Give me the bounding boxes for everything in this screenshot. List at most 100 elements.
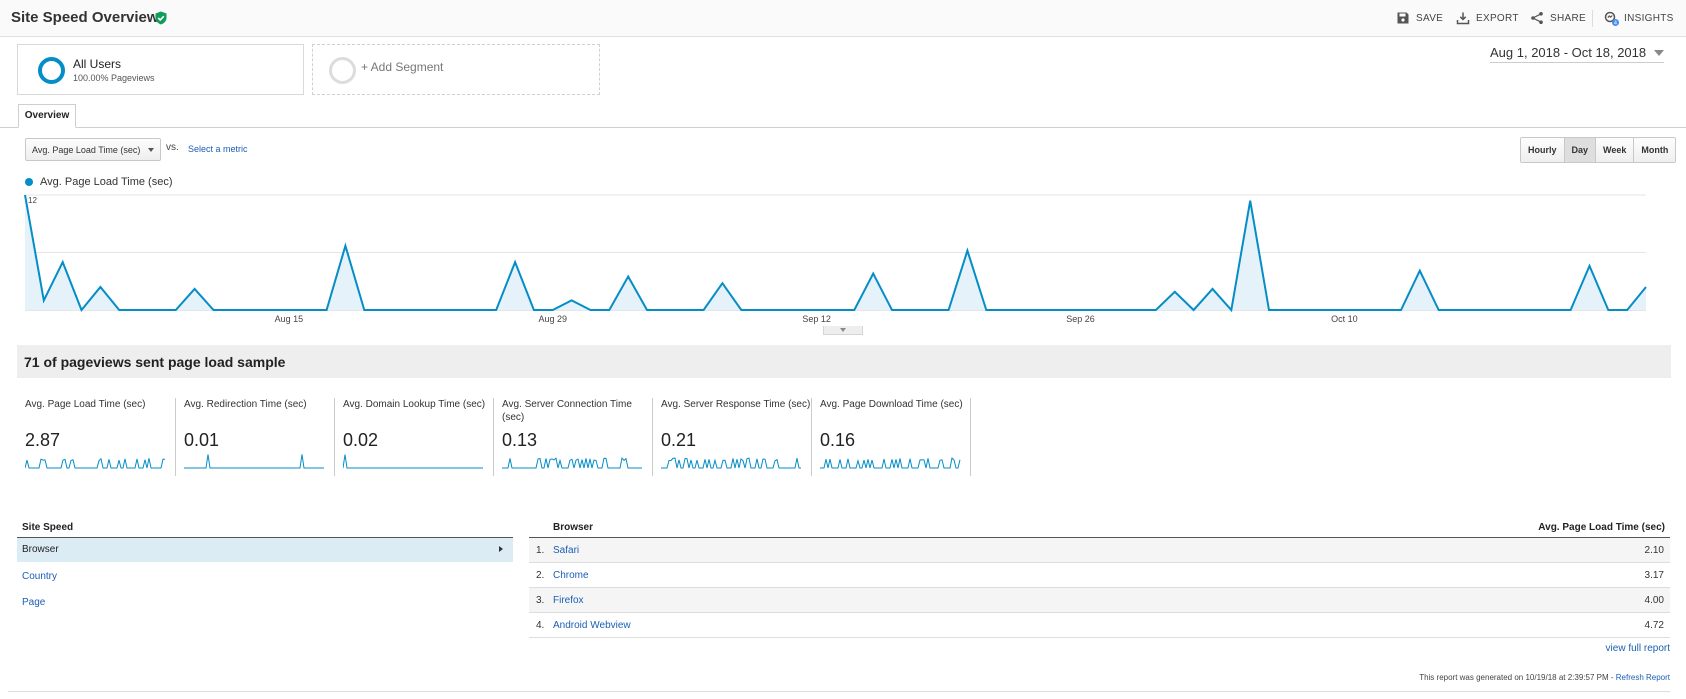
metric-label: Avg. Page Download Time (sec) [820,399,963,410]
metric-summary-item: Avg. Page Load Time (sec) 2.87 [17,398,176,476]
metric-value: 0.01 [184,430,220,450]
metric-sparkline [661,457,801,469]
export-button[interactable]: EXPORT [1456,11,1519,25]
metric-label: Avg. Server Connection Time (sec) [502,399,632,423]
sparkline-path [343,454,483,469]
insights-button[interactable]: 4 INSIGHTS [1604,11,1674,27]
sparkline-path [820,456,961,469]
series-line [24,194,1647,313]
row-number: 4. [536,620,545,631]
sparkline-path [661,457,801,469]
browser-link[interactable]: Firefox [553,595,584,606]
site-speed-item-label: Country [22,571,58,582]
table-row: 1. Safari 2.10 [529,538,1670,563]
add-segment-button[interactable]: + Add Segment [312,44,600,95]
view-full-report-link[interactable]: view full report [1605,643,1670,654]
share-button[interactable]: SHARE [1530,11,1586,25]
tab-divider [0,127,1686,128]
metric-sparkline [502,457,642,469]
browser-link[interactable]: Safari [553,545,580,556]
chevron-down-icon [1654,49,1665,56]
table-row: 4. Android Webview 4.72 [529,613,1670,638]
browser-link[interactable]: Chrome [553,570,589,581]
sample-summary-bar: 71 of pageviews sent page load sample [17,345,1671,378]
granularity-month-button[interactable]: Month [1634,138,1676,162]
metric-sparkline [343,454,483,469]
empty-segment-ring-icon [329,57,356,84]
share-label: SHARE [1550,12,1586,24]
refresh-report-link[interactable]: Refresh Report [1615,673,1670,682]
metric-label: Avg. Page Load Time (sec) [25,399,146,410]
metric-value: 0.16 [820,430,856,450]
metric-select-value: Avg. Page Load Time (sec) [32,145,141,155]
chevron-right-icon [499,546,503,552]
legend-dot-icon [25,178,33,186]
insights-badge: 4 [1614,21,1617,27]
tab-overview[interactable]: Overview [18,104,76,128]
metric-select[interactable]: Avg. Page Load Time (sec) [25,138,161,161]
save-icon [1397,12,1409,24]
metric-summary-item: Avg. Domain Lookup Time (sec) 0.02 [335,398,494,476]
collapse-chart-handle[interactable] [823,326,863,335]
site-speed-item-browser[interactable]: Browser [17,538,513,562]
segment-all-users[interactable]: All Users 100.00% Pageviews [17,44,304,95]
metric-value: 0.13 [502,430,538,450]
row-number: 2. [536,570,545,581]
sample-summary-text: 71 of pageviews sent page load sample [24,354,286,370]
granularity-hourly-button[interactable]: Hourly [1521,138,1565,162]
x-tick-label: Oct 10 [1331,314,1358,324]
table-row: 3. Firefox 4.00 [529,588,1670,613]
table-row: 2. Chrome 3.17 [529,563,1670,588]
x-tick-label: Sep 12 [802,314,831,324]
sparkline-path [25,457,166,469]
metric-summary-item: Avg. Page Download Time (sec) 0.16 [812,398,971,476]
header-divider [1592,10,1593,27]
save-button[interactable]: SAVE [1396,11,1443,25]
metric-sparkline [184,454,324,469]
metric-label: Avg. Server Response Time (sec) [661,399,811,410]
browser-column-header: Browser [553,522,594,533]
sparkline-path [502,457,642,469]
load-time-column-header: Avg. Page Load Time (sec) [1538,522,1665,533]
load-time-value: 3.17 [1644,570,1664,581]
metric-label: Avg. Domain Lookup Time (sec) [343,399,486,410]
row-number: 1. [536,545,545,556]
granularity-week-button[interactable]: Week [1596,138,1635,162]
export-icon [1456,12,1470,25]
date-range-picker[interactable]: Aug 1, 2018 - Oct 18, 2018 [1490,45,1665,63]
select-metric-link[interactable]: Select a metric [188,144,248,154]
table-header-divider [529,537,1670,538]
x-tick-label: Aug 29 [539,314,568,324]
report-footer: This report was generated on 10/19/18 at… [1100,673,1670,682]
segment-ring-icon [38,57,65,84]
metric-label: Avg. Redirection Time (sec) [184,399,307,410]
row-number: 3. [536,595,545,606]
chart-legend-label: Avg. Page Load Time (sec) [40,176,173,188]
date-range-text: Aug 1, 2018 - Oct 18, 2018 [1490,45,1647,60]
series-area-fill [25,195,1646,310]
share-icon [1531,12,1543,24]
insights-label: INSIGHTS [1624,12,1674,24]
x-tick-label: Sep 26 [1066,314,1095,324]
metric-summary-item: Avg. Server Response Time (sec) 0.21 [653,398,812,476]
insights-icon: 4 [1604,11,1619,27]
metric-value: 0.02 [343,430,379,450]
site-speed-item-country[interactable]: Country [17,565,513,589]
granularity-day-button[interactable]: Day [1564,138,1597,162]
segment-subtitle: 100.00% Pageviews [73,73,155,83]
load-time-value: 2.10 [1644,545,1664,556]
sparkline-path [184,454,324,469]
site-speed-item-label: Page [22,597,46,608]
metric-sparkline [820,456,961,469]
browser-link[interactable]: Android Webview [553,620,631,631]
chevron-down-icon [840,328,846,332]
x-tick-label: Aug 15 [275,314,304,324]
site-speed-item-page[interactable]: Page [17,591,513,615]
site-speed-heading: Site Speed [22,522,74,533]
site-speed-divider [17,537,513,538]
bottom-divider [8,691,1670,692]
verified-shield-icon [155,11,167,25]
page-title: Site Speed Overview [11,9,159,26]
y-tick-label: 12 [28,196,37,205]
